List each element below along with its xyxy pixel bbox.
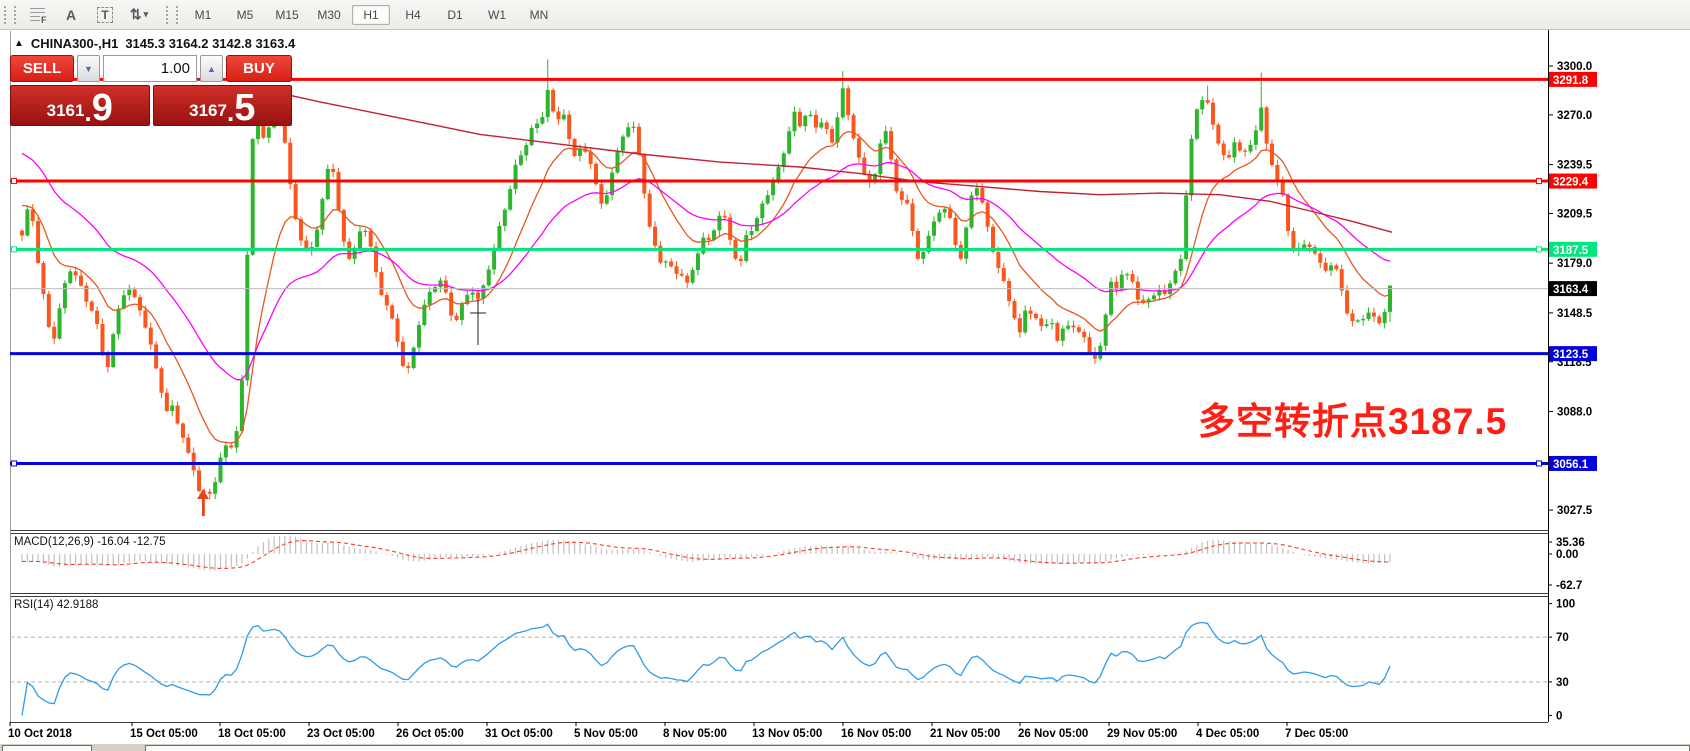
svg-text:3056.1: 3056.1: [1553, 459, 1589, 471]
volume-input[interactable]: 1.00: [103, 55, 197, 82]
svg-text:3229.4: 3229.4: [1553, 177, 1589, 189]
timeframe-button-M30[interactable]: M30: [317, 7, 341, 22]
svg-text:21 Nov 05:00: 21 Nov 05:00: [930, 728, 1000, 740]
one-click-trade-panel: SELL ▼ 1.00 ▲ BUY 3161. 9 3167. 5: [10, 55, 292, 127]
svg-text:8 Nov 05:00: 8 Nov 05:00: [663, 728, 727, 740]
volume-decrease-button[interactable]: ▼: [77, 55, 100, 82]
svg-text:18 Oct 05:00: 18 Oct 05:00: [218, 728, 286, 740]
svg-text:3123.5: 3123.5: [1553, 349, 1589, 361]
chevron-down-icon: ▾: [143, 9, 149, 19]
svg-text:3209.5: 3209.5: [1557, 208, 1593, 220]
svg-text:3088.0: 3088.0: [1557, 406, 1592, 418]
svg-text:4 Dec 05:00: 4 Dec 05:00: [1196, 728, 1259, 740]
svg-text:16 Nov 05:00: 16 Nov 05:00: [841, 728, 911, 740]
svg-text:3148.5: 3148.5: [1557, 308, 1593, 320]
svg-text:10 Oct 2018: 10 Oct 2018: [8, 728, 73, 740]
volume-increase-button[interactable]: ▲: [200, 55, 223, 82]
price-axis[interactable]: 3300.03270.03239.53209.53179.03148.53118…: [1548, 61, 1597, 722]
svg-text:35.36: 35.36: [1556, 537, 1585, 549]
timeframe-button-M1[interactable]: M1: [194, 7, 212, 22]
timeframe-button-D1[interactable]: D1: [447, 7, 463, 22]
up-arrow-head: [197, 489, 209, 499]
svg-text:13 Nov 05:00: 13 Nov 05:00: [752, 728, 822, 740]
chart-tab[interactable]: [2, 745, 92, 751]
svg-text:30: 30: [1556, 677, 1569, 689]
chart-tab-active[interactable]: [145, 745, 1690, 751]
svg-text:0: 0: [1556, 710, 1562, 722]
svg-text:3300.0: 3300.0: [1557, 61, 1592, 73]
timeframe-group: M1 M5 M15 M30 H1 H4 D1 W1 MN: [182, 4, 560, 25]
new-order-icon[interactable]: F: [23, 3, 51, 27]
timeframe-button-MN[interactable]: MN: [529, 7, 549, 22]
macd-label: MACD(12,26,9) -16.04 -12.75: [14, 536, 166, 548]
svg-text:15 Oct 05:00: 15 Oct 05:00: [130, 728, 198, 740]
rsi-label: RSI(14) 42.9188: [14, 599, 99, 611]
svg-text:3239.5: 3239.5: [1557, 160, 1593, 172]
macd-panel: [21, 536, 1391, 571]
toolbar-grip-2[interactable]: [166, 5, 178, 24]
sell-button[interactable]: SELL: [10, 55, 74, 82]
svg-text:26 Nov 05:00: 26 Nov 05:00: [1018, 728, 1088, 740]
label-a-icon[interactable]: A: [65, 6, 77, 23]
chart-title: ▲ CHINA300-,H1 3145.3 3164.2 3142.8 3163…: [14, 36, 295, 51]
svg-text:5 Nov 05:00: 5 Nov 05:00: [574, 728, 638, 740]
chart-text-annotation[interactable]: 多空转折点3187.5: [1198, 401, 1508, 442]
arrange-windows-icon[interactable]: ⇅ ▾: [129, 6, 149, 22]
svg-text:23 Oct 05:00: 23 Oct 05:00: [307, 728, 375, 740]
svg-text:3163.4: 3163.4: [1553, 284, 1589, 296]
svg-text:100: 100: [1556, 599, 1575, 611]
svg-text:3187.5: 3187.5: [1553, 245, 1589, 257]
svg-text:31 Oct 05:00: 31 Oct 05:00: [485, 728, 553, 740]
toolbar-grip[interactable]: [4, 5, 16, 24]
timeframe-button-H4[interactable]: H4: [405, 7, 421, 22]
svg-text:-62.7: -62.7: [1556, 580, 1582, 592]
one-click-collapse-icon[interactable]: ▲: [14, 38, 24, 49]
svg-text:3179.0: 3179.0: [1557, 258, 1592, 270]
crosshair-cursor: [470, 299, 486, 345]
svg-text:29 Nov 05:00: 29 Nov 05:00: [1107, 728, 1177, 740]
timeframe-button-H1[interactable]: H1: [352, 4, 390, 25]
svg-text:0.00: 0.00: [1556, 549, 1578, 561]
ask-price-tile[interactable]: 3167. 5: [152, 85, 292, 127]
svg-text:26 Oct 05:00: 26 Oct 05:00: [396, 728, 464, 740]
toolbar: F A T ⇅ ▾ M1 M5 M15 M30 H1 H4 D1 W1 MN: [0, 0, 1690, 30]
timeframe-button-M15[interactable]: M15: [275, 7, 299, 22]
timeframe-button-W1[interactable]: W1: [488, 7, 506, 22]
timeframe-button-M5[interactable]: M5: [236, 7, 254, 22]
svg-text:3027.5: 3027.5: [1557, 505, 1593, 517]
rsi-panel: [10, 621, 1548, 716]
bid-price-tile[interactable]: 3161. 9: [10, 85, 150, 127]
symbol-timeframe-label: CHINA300-,H1: [30, 36, 119, 51]
svg-text:3291.8: 3291.8: [1553, 75, 1589, 87]
horizontal-level-lines: [10, 77, 1548, 467]
buy-button[interactable]: BUY: [226, 55, 292, 82]
ohlc-values: 3145.3 3164.2 3142.8 3163.4: [125, 36, 296, 51]
date-axis[interactable]: 10 Oct 2018 15 Oct 05:00 18 Oct 05:00 23 Oc…: [8, 722, 1348, 740]
text-tool-icon[interactable]: T: [91, 3, 119, 27]
svg-text:3270.0: 3270.0: [1557, 110, 1592, 122]
svg-text:70: 70: [1556, 632, 1569, 644]
chart-tab-strip: [0, 744, 1690, 751]
svg-text:7 Dec 05:00: 7 Dec 05:00: [1285, 728, 1348, 740]
